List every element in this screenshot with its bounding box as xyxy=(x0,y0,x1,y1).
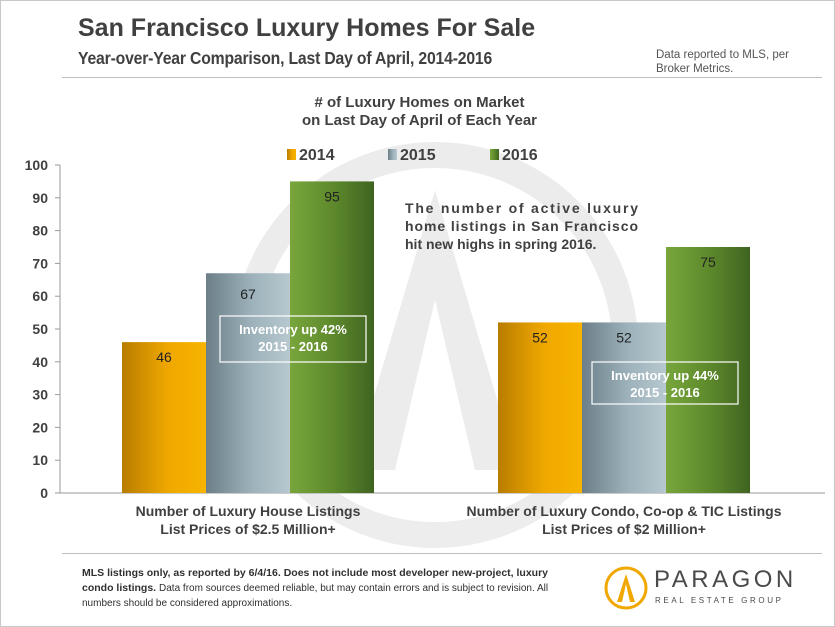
data-label: 75 xyxy=(700,254,716,270)
legend-label-2016: 2016 xyxy=(502,147,538,164)
y-tick-label: 60 xyxy=(32,288,48,304)
callout-text: home listings in San Francisco xyxy=(405,218,638,234)
chart-title: # of Luxury Homes on Market on Last Day … xyxy=(0,94,835,130)
y-tick-label: 10 xyxy=(32,452,48,468)
source-note: Data reported to MLS, per Broker Metrics… xyxy=(656,49,789,75)
y-tick-label: 70 xyxy=(32,255,48,271)
y-tick-label: 30 xyxy=(32,387,48,403)
y-tick-label: 100 xyxy=(25,157,49,173)
annotation-box xyxy=(219,315,367,363)
bar-chart: 0 10 20 30 40 50 60 70 80 90 100 46 67 95 Number of L… xyxy=(25,142,825,548)
y-tick-label: 40 xyxy=(32,354,48,370)
y-tick-label: 0 xyxy=(40,485,48,501)
footer-disclaimer: MLS listings only, as reported by 6/4/16… xyxy=(82,566,562,611)
bar-2016 xyxy=(290,181,374,493)
annotation-box xyxy=(591,361,739,405)
legend-label-2014: 2014 xyxy=(299,147,335,164)
page-title: San Francisco Luxury Homes For Sale xyxy=(78,14,536,42)
callout-text: The number of active luxury xyxy=(405,200,638,216)
legend-swatch-2015 xyxy=(388,149,397,160)
legend-swatch-2016 xyxy=(490,149,499,160)
data-label: 95 xyxy=(324,188,340,204)
legend-label-2015: 2015 xyxy=(400,147,436,164)
annotation-text: 2015 - 2016 xyxy=(258,339,327,354)
bar-2014 xyxy=(122,342,206,493)
chart-title-line-1: # of Luxury Homes on Market xyxy=(314,94,525,111)
data-label: 67 xyxy=(240,286,256,302)
data-label: 46 xyxy=(156,349,172,365)
bar-2015 xyxy=(206,273,290,493)
x-category-label: List Prices of $2.5 Million+ xyxy=(160,521,335,537)
y-tick-label: 80 xyxy=(32,223,48,239)
footer-divider xyxy=(62,553,822,554)
legend-swatch-2014 xyxy=(287,149,296,160)
annotation-text: 2015 - 2016 xyxy=(630,385,699,400)
paragon-logo-icon xyxy=(604,566,648,610)
y-tick-label: 20 xyxy=(32,419,48,435)
bar-2014 xyxy=(498,322,582,493)
chart-title-line-2: on Last Day of April of Each Year xyxy=(301,112,538,129)
x-category-label: List Prices of $2 Million+ xyxy=(542,521,706,537)
data-label: 52 xyxy=(616,329,632,345)
x-category-label: Number of Luxury House Listings xyxy=(136,503,361,519)
page-subtitle: Year-over-Year Comparison, Last Day of A… xyxy=(78,48,493,68)
bar-2015 xyxy=(582,322,666,493)
bar-2016 xyxy=(666,247,750,493)
x-category-label: Number of Luxury Condo, Co-op & TIC List… xyxy=(467,503,782,519)
logo-wordmark: PARAGON xyxy=(654,566,797,593)
data-label: 52 xyxy=(532,329,548,345)
annotation-text: Inventory up 42% xyxy=(239,322,347,337)
logo-tagline: REAL ESTATE GROUP xyxy=(655,596,784,605)
header-divider xyxy=(62,77,822,78)
annotation-text: Inventory up 44% xyxy=(611,368,719,383)
footer-disclaimer-normal: Data from sources deemed reliable, but m… xyxy=(82,583,549,609)
callout-text: hit new highs in spring 2016. xyxy=(405,236,596,252)
footer-disclaimer-bold: MLS listings only, as reported by 6/4/16… xyxy=(82,567,548,594)
y-tick-label: 90 xyxy=(32,190,48,206)
y-tick-label: 50 xyxy=(32,321,48,337)
